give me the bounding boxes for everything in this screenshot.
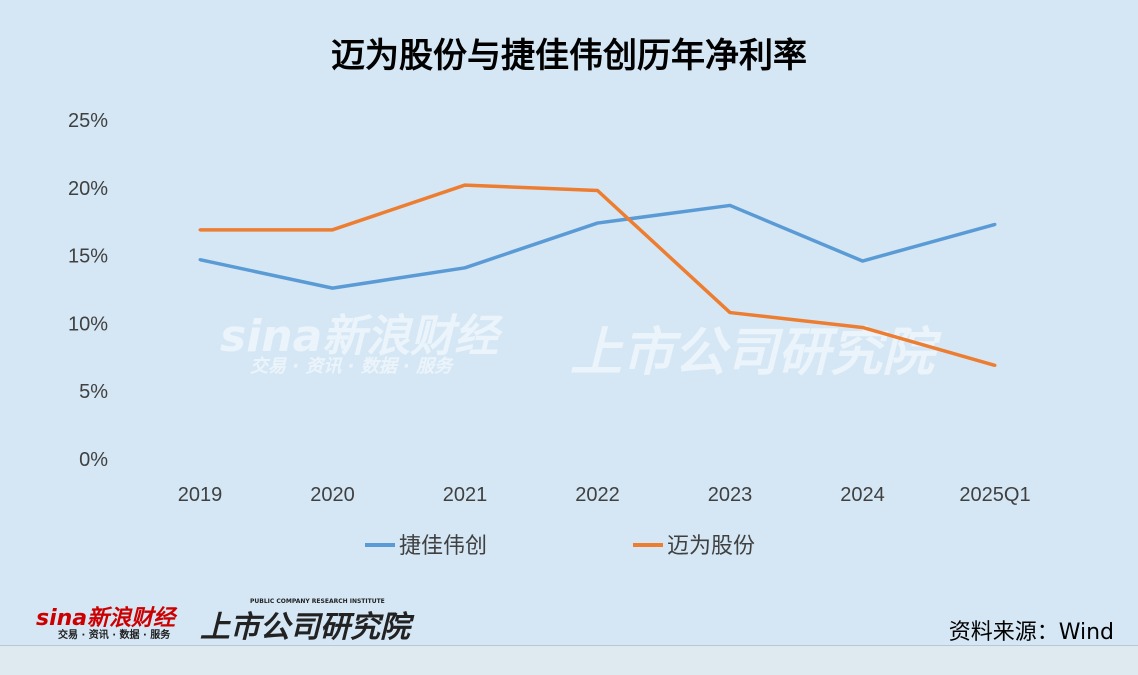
data-point: [728, 203, 732, 207]
data-point: [728, 311, 732, 315]
logo-institute: 上市公司研究院: [200, 610, 410, 645]
y-tick-label: 20%: [68, 178, 108, 200]
x-tick-label: 2023: [708, 484, 753, 506]
source-note: 资料来源：Wind: [948, 620, 1114, 645]
logo-tagline: 交易 · 资讯 · 数据 · 服务: [58, 630, 171, 641]
data-point: [596, 221, 599, 225]
y-tick-label: 5%: [79, 381, 108, 403]
y-tick-label: 25%: [68, 110, 108, 132]
x-tick-label: 2022: [575, 484, 620, 506]
legend-label: 捷佳伟创: [399, 534, 487, 559]
x-tick-label: 2020: [310, 484, 355, 506]
data-point: [198, 228, 202, 232]
x-tick-label: 2021: [443, 484, 488, 506]
chart-title: 迈为股份与捷佳伟创历年净利率: [331, 36, 807, 76]
data-point: [993, 363, 997, 367]
logo-brand: sina新浪财经: [36, 606, 176, 631]
data-point: [993, 222, 997, 226]
series-line-1: [200, 183, 996, 368]
watermark-tagline: 交易 · 资讯 · 数据 · 服务: [250, 356, 453, 377]
data-point: [861, 325, 864, 329]
logo-institute-en: PUBLIC COMPANY RESEARCH INSTITUTE: [250, 598, 385, 605]
data-point: [331, 228, 334, 232]
data-point: [198, 258, 202, 262]
data-point: [596, 189, 599, 193]
data-point: [463, 183, 467, 187]
legend-label: 迈为股份: [667, 534, 755, 559]
data-point: [331, 286, 334, 290]
watermark-institute: 上市公司研究院: [570, 323, 935, 383]
x-tick-label: 2019: [178, 484, 223, 506]
x-tick-label: 2024: [840, 484, 885, 506]
x-tick-label: 2025Q1: [959, 484, 1030, 506]
bottom-bar: [0, 645, 1138, 675]
data-point: [463, 266, 467, 270]
watermark-brand: sina新浪财经: [220, 311, 499, 362]
line-chart: 0% 5% 10% 15% 20% 25% 2019 2020 2021 2022 2023 2024…: [68, 110, 1031, 559]
y-tick-label: 15%: [68, 246, 108, 268]
series-line-0: [199, 203, 996, 290]
y-tick-label: 0%: [79, 449, 108, 471]
data-point: [861, 259, 864, 263]
y-tick-label: 10%: [68, 313, 108, 335]
